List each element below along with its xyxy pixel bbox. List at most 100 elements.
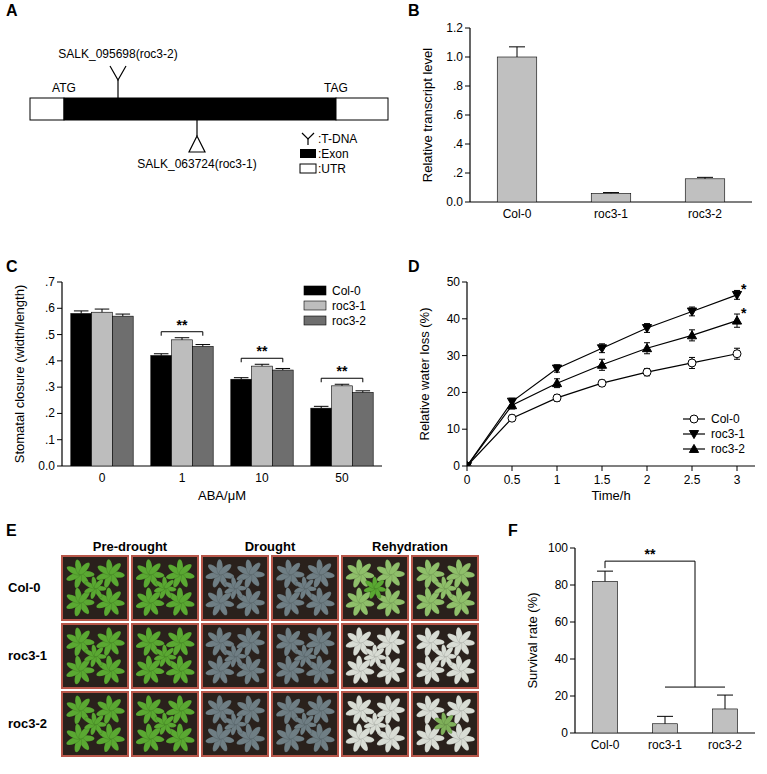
t-dna-symbol (110, 66, 126, 80)
line (467, 295, 737, 466)
y-axis-line (466, 282, 467, 466)
panel-label: E (6, 522, 17, 539)
panel-label: F (508, 522, 518, 539)
marker (552, 365, 561, 373)
error-bar (234, 378, 249, 380)
error-bar-cap (314, 406, 329, 407)
photo-tray (202, 624, 268, 688)
x-tick-label: 3 (734, 473, 741, 487)
panel-label: C (6, 258, 18, 275)
tray (62, 556, 128, 620)
leaf (93, 646, 105, 658)
tray (412, 692, 478, 756)
x-tick-label: Col-0 (591, 738, 620, 752)
y-tick-label: .4 (453, 137, 463, 151)
panel-label: B (408, 2, 420, 19)
x-tick-label: Col-0 (503, 207, 532, 221)
x-tick (467, 466, 468, 471)
y-axis-label: Survival rate (%) (525, 592, 540, 688)
y-tick (462, 355, 467, 356)
leaf (178, 590, 194, 605)
leaf (427, 629, 442, 645)
photo-tray (412, 556, 478, 620)
leaf (247, 657, 262, 673)
leaf (178, 658, 194, 673)
leaf (318, 630, 333, 645)
error-bar (356, 391, 371, 393)
error-bar (196, 345, 211, 347)
y-tick-label: 0.0 (38, 459, 55, 473)
legend-label: roc3-2 (332, 314, 366, 328)
error-bar-cap (255, 364, 270, 365)
significance-label: ** (257, 343, 268, 359)
y-axis-line (574, 548, 575, 733)
y-tick (570, 659, 575, 660)
leaf (217, 562, 233, 577)
y-tick-label: .1 (45, 433, 55, 447)
y-tick (57, 387, 62, 388)
photo-tray (132, 692, 198, 756)
y-tick (57, 413, 62, 414)
error-bar (603, 192, 619, 194)
leaf (287, 561, 302, 577)
y-tick (465, 57, 470, 58)
tray (342, 692, 408, 756)
y-tick-label: .5 (45, 328, 55, 342)
y-tick (57, 308, 62, 309)
x-tick-label: roc3-1 (594, 207, 628, 221)
leaf (387, 657, 401, 673)
leaf (233, 646, 244, 658)
error-bar-cap (644, 323, 650, 324)
y-tick (570, 548, 575, 549)
bar (112, 316, 133, 466)
leaf (217, 698, 233, 713)
leaf (427, 697, 442, 713)
leaf (357, 698, 373, 713)
legend-swatch (304, 316, 326, 325)
x-tick (512, 466, 513, 471)
x-tick (557, 466, 558, 471)
leaf (303, 646, 315, 658)
leaf (287, 697, 302, 713)
tray (62, 692, 128, 756)
leaf (373, 715, 385, 727)
leaf (93, 714, 105, 726)
y-axis-label: Relative transcript level (420, 48, 435, 182)
tray (132, 692, 198, 756)
error-bar-cap (234, 377, 249, 378)
bar (71, 314, 92, 466)
legend-symbol (300, 149, 316, 158)
t-dna-symbol (189, 136, 205, 152)
legend-symbol (307, 139, 308, 145)
y-tick-label: 1.2 (446, 21, 463, 35)
x-tick-label: 2.5 (684, 473, 701, 487)
leaf (233, 714, 244, 726)
x-tick (737, 466, 738, 471)
error-bar (597, 571, 613, 581)
error-bar (116, 314, 131, 316)
error-bar-cap (717, 695, 733, 696)
y-tick-label: 20 (447, 385, 461, 399)
error-bar-cap (554, 387, 560, 388)
error-bar-cap (599, 343, 605, 344)
codon-label: ATG (52, 81, 76, 95)
leaf (178, 630, 194, 645)
tray (272, 556, 338, 620)
x-tick-label: 0 (99, 471, 106, 485)
leaf (457, 561, 472, 576)
leaf (107, 629, 122, 644)
tray (342, 556, 408, 620)
error-bar-cap (599, 370, 605, 371)
x-tick-label: 1 (179, 471, 186, 485)
tray (272, 624, 338, 688)
legend-swatch (304, 301, 326, 310)
legend-label: Col-0 (332, 284, 361, 298)
tray (412, 556, 478, 620)
leaf (387, 629, 401, 645)
leaf (77, 697, 92, 713)
error-bar-stem (605, 571, 606, 581)
error-bar-cap (603, 192, 619, 193)
y-tick-label: .4 (45, 354, 55, 368)
leaf (457, 697, 472, 712)
column-header: Drought (245, 539, 296, 554)
